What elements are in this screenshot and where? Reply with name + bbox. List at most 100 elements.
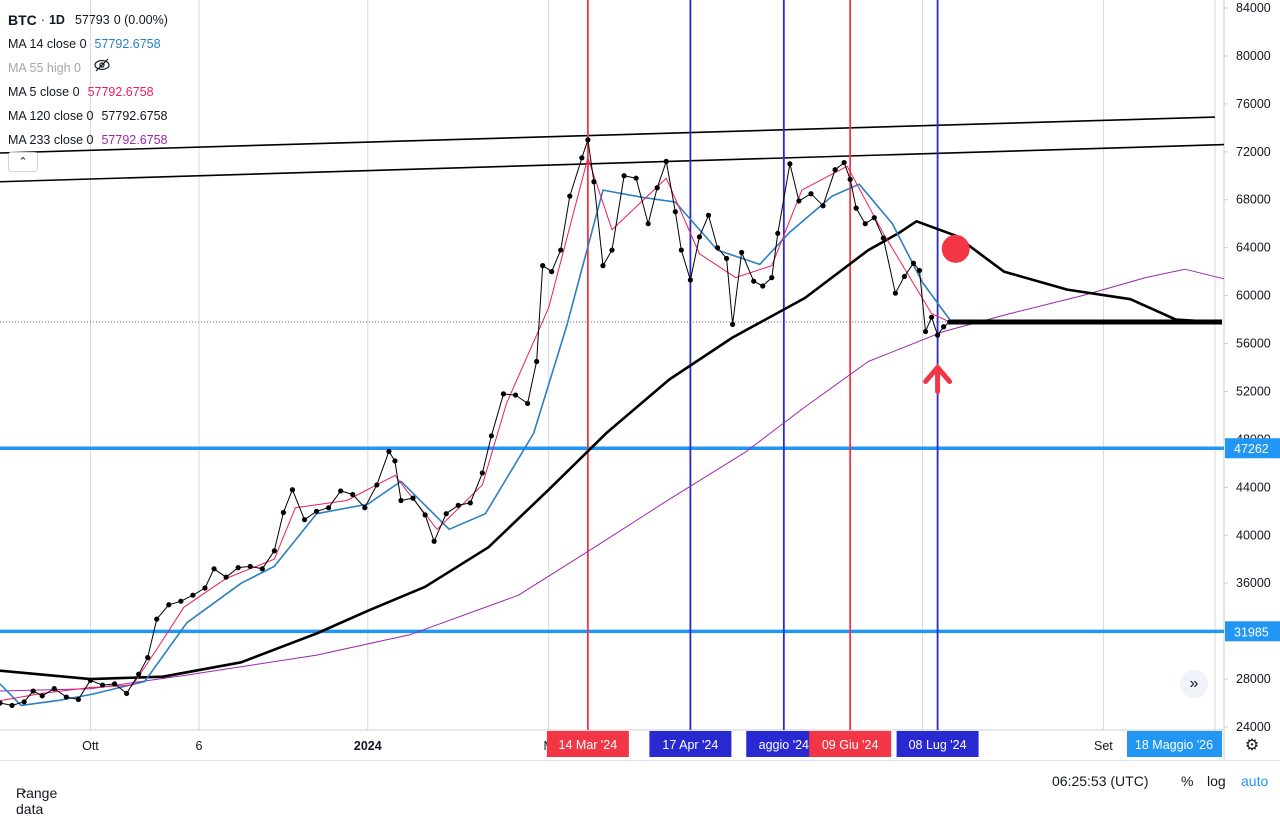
price-point[interactable] <box>808 191 814 197</box>
price-point[interactable] <box>928 314 935 320</box>
price-point[interactable] <box>901 273 908 280</box>
price-point[interactable] <box>654 185 660 191</box>
price-point[interactable] <box>512 392 519 398</box>
price-point[interactable] <box>443 511 449 517</box>
clock-display[interactable]: 06:25:53 (UTC) <box>1052 773 1149 789</box>
price-point[interactable] <box>922 328 929 335</box>
log-toggle[interactable]: log <box>1207 773 1226 789</box>
price-point[interactable] <box>178 598 184 604</box>
price-point[interactable] <box>280 509 286 516</box>
arrow-up-marker[interactable] <box>923 363 953 394</box>
price-point[interactable] <box>934 332 941 338</box>
price-point[interactable] <box>467 500 473 506</box>
price-point[interactable] <box>326 505 332 511</box>
price-point[interactable] <box>871 215 877 221</box>
price-point[interactable] <box>289 487 296 493</box>
circle-marker[interactable] <box>941 234 970 263</box>
price-point[interactable] <box>51 686 57 692</box>
price-point[interactable] <box>350 491 356 498</box>
date-badge[interactable] <box>809 731 892 757</box>
price-point[interactable] <box>769 275 775 281</box>
price-point[interactable] <box>621 173 627 179</box>
price-point[interactable] <box>663 158 669 164</box>
price-point[interactable] <box>600 263 606 269</box>
price-point[interactable] <box>609 247 615 253</box>
interval-label[interactable]: 1D <box>48 13 65 27</box>
price-point[interactable] <box>431 538 437 544</box>
price-point[interactable] <box>751 278 757 284</box>
price-point[interactable] <box>549 269 555 275</box>
price-point[interactable] <box>166 602 172 608</box>
price-point[interactable] <box>271 548 277 554</box>
price-point[interactable] <box>75 696 81 703</box>
legend-ma120[interactable]: MA 120 close 0 57792.6758 <box>8 104 168 128</box>
auto-toggle[interactable]: auto <box>1241 773 1269 789</box>
legend-ma14[interactable]: MA 14 close 0 57792.6758 <box>8 32 168 56</box>
series-line-btc[interactable] <box>0 139 951 706</box>
price-point[interactable] <box>916 267 923 274</box>
price-point[interactable] <box>410 495 416 501</box>
price-point[interactable] <box>687 277 693 283</box>
price-point[interactable] <box>111 681 118 687</box>
price-point[interactable] <box>30 688 36 694</box>
series-line-ma-233-close-0[interactable] <box>0 268 1225 692</box>
series-line-ma-120-close-0[interactable] <box>0 220 1216 681</box>
price-point[interactable] <box>259 566 265 572</box>
price-point[interactable] <box>338 488 344 494</box>
percent-toggle[interactable]: % <box>1181 773 1194 789</box>
price-point[interactable] <box>678 247 684 253</box>
price-point[interactable] <box>705 212 712 218</box>
price-point[interactable] <box>633 175 639 181</box>
price-point[interactable] <box>787 161 793 167</box>
price-point[interactable] <box>558 247 564 253</box>
price-point[interactable] <box>645 221 651 227</box>
price-point[interactable] <box>941 324 947 330</box>
price-point[interactable] <box>392 458 398 464</box>
price-point[interactable] <box>534 358 540 365</box>
price-point[interactable] <box>672 209 678 215</box>
price-point[interactable] <box>585 137 591 143</box>
price-point[interactable] <box>63 694 69 700</box>
price-point[interactable] <box>313 508 320 514</box>
price-point[interactable] <box>880 235 886 241</box>
price-point[interactable] <box>247 563 253 570</box>
date-badge[interactable] <box>896 731 979 757</box>
date-badge[interactable] <box>546 731 629 757</box>
price-point[interactable] <box>99 682 106 688</box>
price-point[interactable] <box>853 205 859 211</box>
date-badge[interactable] <box>649 731 732 757</box>
eye-off-icon[interactable] <box>93 56 111 80</box>
price-point[interactable] <box>145 654 151 661</box>
price-point[interactable] <box>540 263 546 269</box>
price-point[interactable] <box>301 517 308 523</box>
price-point[interactable] <box>714 245 721 251</box>
price-point[interactable] <box>524 400 531 407</box>
legend-ma55[interactable]: MA 55 high 0 <box>8 56 168 80</box>
price-point[interactable] <box>739 249 745 256</box>
price-point[interactable] <box>190 592 196 598</box>
price-point[interactable] <box>374 482 380 488</box>
price-point[interactable] <box>723 255 730 262</box>
price-point[interactable] <box>21 699 27 705</box>
price-point[interactable] <box>760 283 766 289</box>
price-point[interactable] <box>9 702 15 709</box>
price-point[interactable] <box>862 221 868 227</box>
series-line-ma-14-close-0[interactable] <box>0 183 951 707</box>
price-point[interactable] <box>591 179 597 185</box>
price-point[interactable] <box>202 585 208 591</box>
price-point[interactable] <box>235 565 241 571</box>
price-point[interactable] <box>892 290 898 296</box>
price-point[interactable] <box>820 203 826 209</box>
far-date-badge[interactable] <box>1127 731 1222 757</box>
price-point[interactable] <box>398 497 404 504</box>
price-point[interactable] <box>500 391 507 397</box>
price-point[interactable] <box>211 566 217 572</box>
price-point[interactable] <box>832 167 838 173</box>
price-point[interactable] <box>847 176 853 182</box>
date-badge[interactable] <box>746 731 822 757</box>
price-point[interactable] <box>0 700 3 706</box>
legend-collapse-button[interactable]: ⌃ <box>8 152 38 172</box>
price-point[interactable] <box>910 260 917 266</box>
price-point[interactable] <box>362 505 368 511</box>
scroll-to-realtime-button[interactable]: » <box>1180 670 1208 698</box>
